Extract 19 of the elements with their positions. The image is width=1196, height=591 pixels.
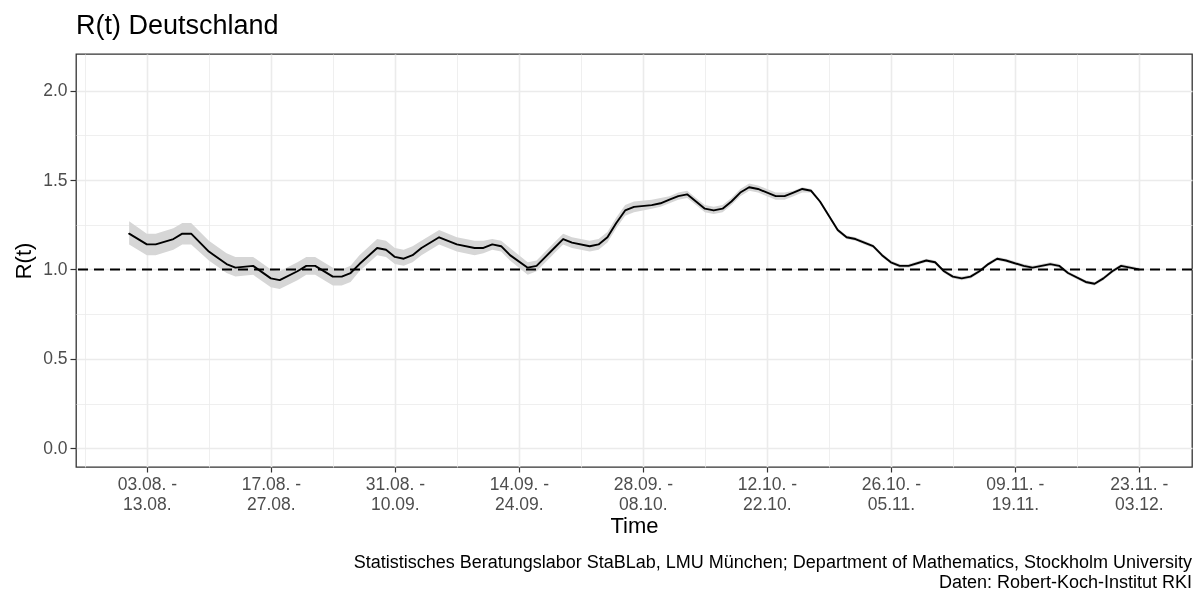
x-tick-label: 26.10. - 05.11. — [861, 473, 922, 514]
y-tick-label: 0.0 — [43, 437, 68, 458]
text: Daten: Robert-Koch-Institut RKI — [938, 572, 1192, 591]
x-tick-label: 14.09. - 24.09. — [489, 473, 550, 514]
x-tick-label: 23.11. - 03.12. — [1110, 473, 1169, 514]
x-tick-label: 31.08. - 10.09. — [365, 473, 426, 514]
chart-title: R(t) Deutschland — [76, 10, 279, 40]
x-tick-label: 12.10. - 22.10. — [737, 473, 798, 514]
x-tick-label: 03.08. - 13.08. — [117, 473, 178, 514]
x-tick-label: 28.09. - 08.10. — [613, 473, 674, 514]
text: Statistisches Beratungslabor StaBLab, LMU München; Department of Mathematics, Stockholm University — [353, 552, 1192, 572]
y-tick-label: 1.5 — [43, 169, 68, 190]
y-tick-label: 0.5 — [43, 348, 68, 369]
y-tick-label: 1.0 — [43, 258, 68, 279]
y-tick-label: 2.0 — [43, 80, 68, 101]
x-tick-label: 09.11. - 19.11. — [986, 473, 1045, 514]
y-axis-title: R(t) — [11, 242, 37, 280]
x-axis-title: Time — [610, 513, 659, 538]
x-tick-label: 17.08. - 27.08. — [241, 473, 302, 514]
